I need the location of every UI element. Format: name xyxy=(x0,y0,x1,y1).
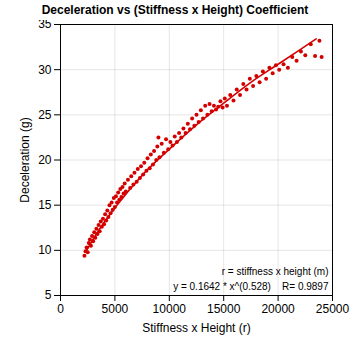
svg-text:5000: 5000 xyxy=(102,302,129,316)
svg-text:10: 10 xyxy=(38,243,52,257)
svg-text:10000: 10000 xyxy=(153,302,187,316)
svg-text:5: 5 xyxy=(45,288,52,302)
svg-text:r = stiffness x height (m): r = stiffness x height (m) xyxy=(222,266,329,277)
svg-text:20000: 20000 xyxy=(261,302,295,316)
svg-text:30: 30 xyxy=(38,63,52,77)
svg-text:20: 20 xyxy=(38,153,52,167)
svg-text:15000: 15000 xyxy=(207,302,241,316)
svg-text:Stiffness x Height (r): Stiffness x Height (r) xyxy=(142,321,250,335)
svg-text:25: 25 xyxy=(38,108,52,122)
svg-text:y = 0.1642 * x^(0.528) R= 0: y = 0.1642 * x^(0.528) R= 0.9897 xyxy=(173,281,329,292)
svg-text:Deceleration (g): Deceleration (g) xyxy=(18,117,32,202)
svg-text:35: 35 xyxy=(38,20,52,31)
svg-text:25000: 25000 xyxy=(316,302,350,316)
html-text:Deceleration vs (Stiffness x H: Deceleration vs (Stiffness x Height) Coe… xyxy=(41,3,309,17)
svg-text:15: 15 xyxy=(38,198,52,212)
svg-text:0: 0 xyxy=(57,302,64,316)
